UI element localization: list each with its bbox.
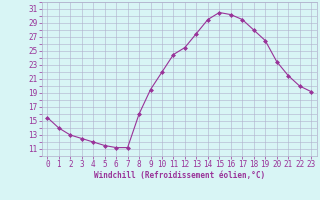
X-axis label: Windchill (Refroidissement éolien,°C): Windchill (Refroidissement éolien,°C) [94, 171, 265, 180]
